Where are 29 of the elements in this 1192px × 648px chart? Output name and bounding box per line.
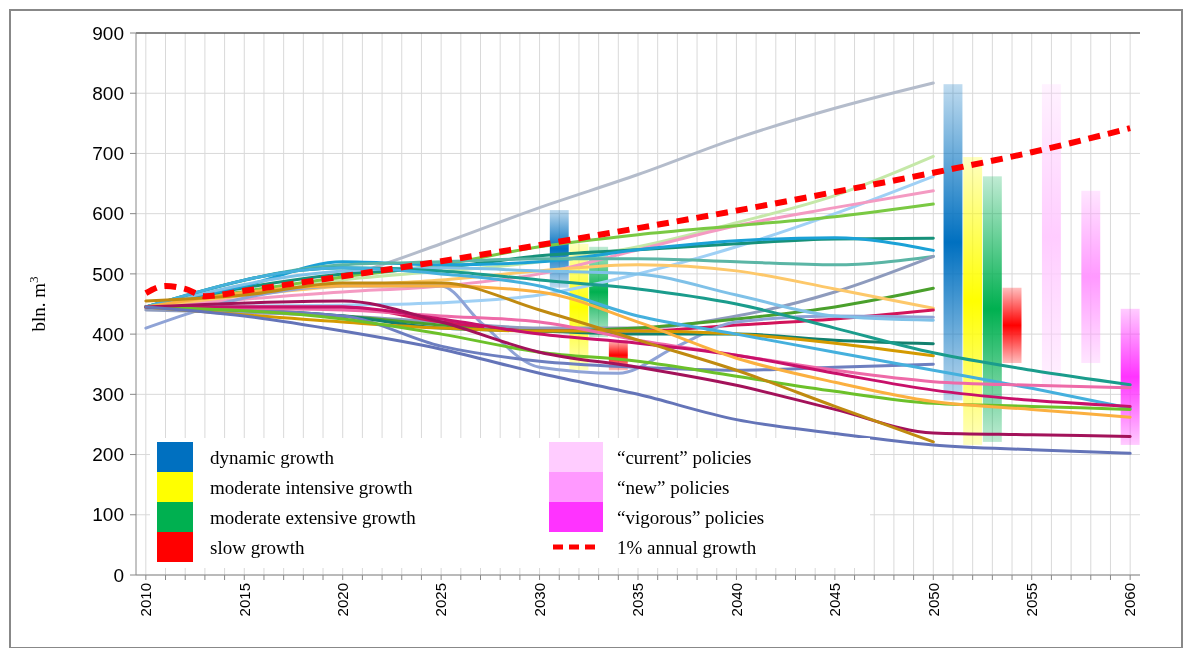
x-tick-label: 2045 bbox=[826, 583, 844, 617]
x-tick-label: 2020 bbox=[333, 583, 351, 617]
y-tick-label: 0 bbox=[113, 564, 124, 586]
legend-label: “vigorous” policies bbox=[617, 506, 765, 528]
y-tick-label: 500 bbox=[92, 263, 124, 285]
y-tick-label: 800 bbox=[92, 82, 124, 104]
y-tick-label: 700 bbox=[92, 143, 124, 165]
y-tick-label: 200 bbox=[92, 444, 124, 466]
x-tick-label: 2015 bbox=[235, 583, 253, 617]
x-tick-label: 2025 bbox=[432, 583, 450, 617]
legend-label: “new” policies bbox=[617, 476, 730, 498]
x-tick-label: 2055 bbox=[1022, 583, 1040, 617]
y-tick-label: 600 bbox=[92, 203, 124, 225]
x-tick-label: 2030 bbox=[530, 583, 548, 617]
legend-label: moderate intensive growth bbox=[210, 476, 414, 498]
legend-label: slow growth bbox=[210, 536, 305, 558]
legend-label: dynamic growth bbox=[210, 446, 335, 468]
x-tick-label: 2035 bbox=[629, 583, 647, 617]
x-tick-label: 2010 bbox=[137, 583, 155, 617]
legend-label: 1% annual growth bbox=[617, 536, 757, 558]
legend-label: “current” policies bbox=[617, 446, 752, 468]
y-tick-label: 100 bbox=[92, 504, 124, 526]
legend-label: moderate extensive growth bbox=[210, 506, 417, 528]
x-tick-label: 2050 bbox=[924, 583, 942, 617]
y-tick-label: 400 bbox=[92, 323, 124, 345]
y-tick-label: 900 bbox=[92, 22, 124, 44]
x-tick-label: 2060 bbox=[1121, 583, 1139, 617]
x-tick-label: 2040 bbox=[727, 583, 745, 617]
y-tick-label: 300 bbox=[92, 383, 124, 405]
